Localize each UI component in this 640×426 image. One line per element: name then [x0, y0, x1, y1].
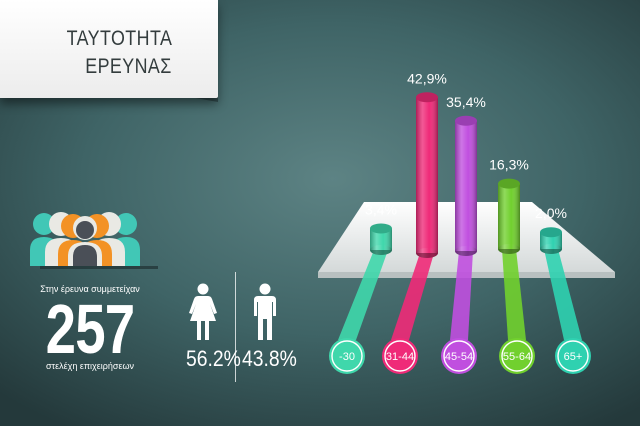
participants-count: 257 — [45, 290, 136, 368]
ribbon-45-54 — [450, 251, 473, 340]
bar-45-54 — [455, 115, 477, 256]
page-title-line-2: ΕΡΕΥΝΑΣ — [85, 55, 172, 78]
ribbon--30 — [338, 250, 388, 340]
female-icon — [189, 283, 217, 340]
age-label--30: -30 — [339, 351, 355, 363]
bar-31-44 — [416, 92, 438, 258]
age-pin-31-44: 31-44 — [382, 338, 418, 374]
people-center-figure — [68, 216, 102, 266]
bar-65+ — [540, 227, 562, 254]
age-pin-55-64: 55-64 — [499, 338, 535, 374]
ribbon-31-44 — [391, 253, 434, 340]
ribbon-65+ — [544, 249, 582, 340]
age-label-65+: 65+ — [564, 351, 583, 363]
bar-label--30: 3,4% — [365, 201, 397, 217]
bar--30 — [370, 223, 392, 255]
participants-unit: στελέχη επιχειρήσεων — [45, 361, 135, 371]
age-label-45-54: 45-54 — [445, 351, 473, 363]
page-title-line-1: ΤΑΥΤΟΤΗΤΑ — [66, 27, 172, 50]
people-group-icon — [30, 212, 140, 266]
male-percentage: 43.8% — [242, 346, 297, 371]
female-percentage: 56.2% — [186, 346, 241, 371]
bar-label-31-44: 42,9% — [407, 70, 447, 86]
age-pin-65+: 65+ — [555, 338, 591, 374]
age-label-31-44: 31-44 — [386, 351, 414, 363]
participants-intro: Στην έρευνα συμμετείχαν — [40, 284, 140, 294]
male-icon — [254, 283, 276, 340]
title-card: ΤΑΥΤΟΤΗΤΑ ΕΡΕΥΝΑΣ — [0, 0, 218, 98]
age-pin--30: -30 — [329, 338, 365, 374]
ribbon-55-64 — [502, 249, 526, 340]
bar-label-55-64: 16,3% — [489, 157, 529, 173]
bar-label-45-54: 35,4% — [446, 94, 486, 110]
age-label-55-64: 55-64 — [503, 351, 531, 363]
age-pin-45-54: 45-54 — [441, 338, 477, 374]
bar-55-64 — [498, 178, 520, 254]
bar-label-65+: 2,0% — [535, 205, 567, 221]
gender-divider — [235, 272, 236, 382]
divider — [40, 266, 158, 269]
